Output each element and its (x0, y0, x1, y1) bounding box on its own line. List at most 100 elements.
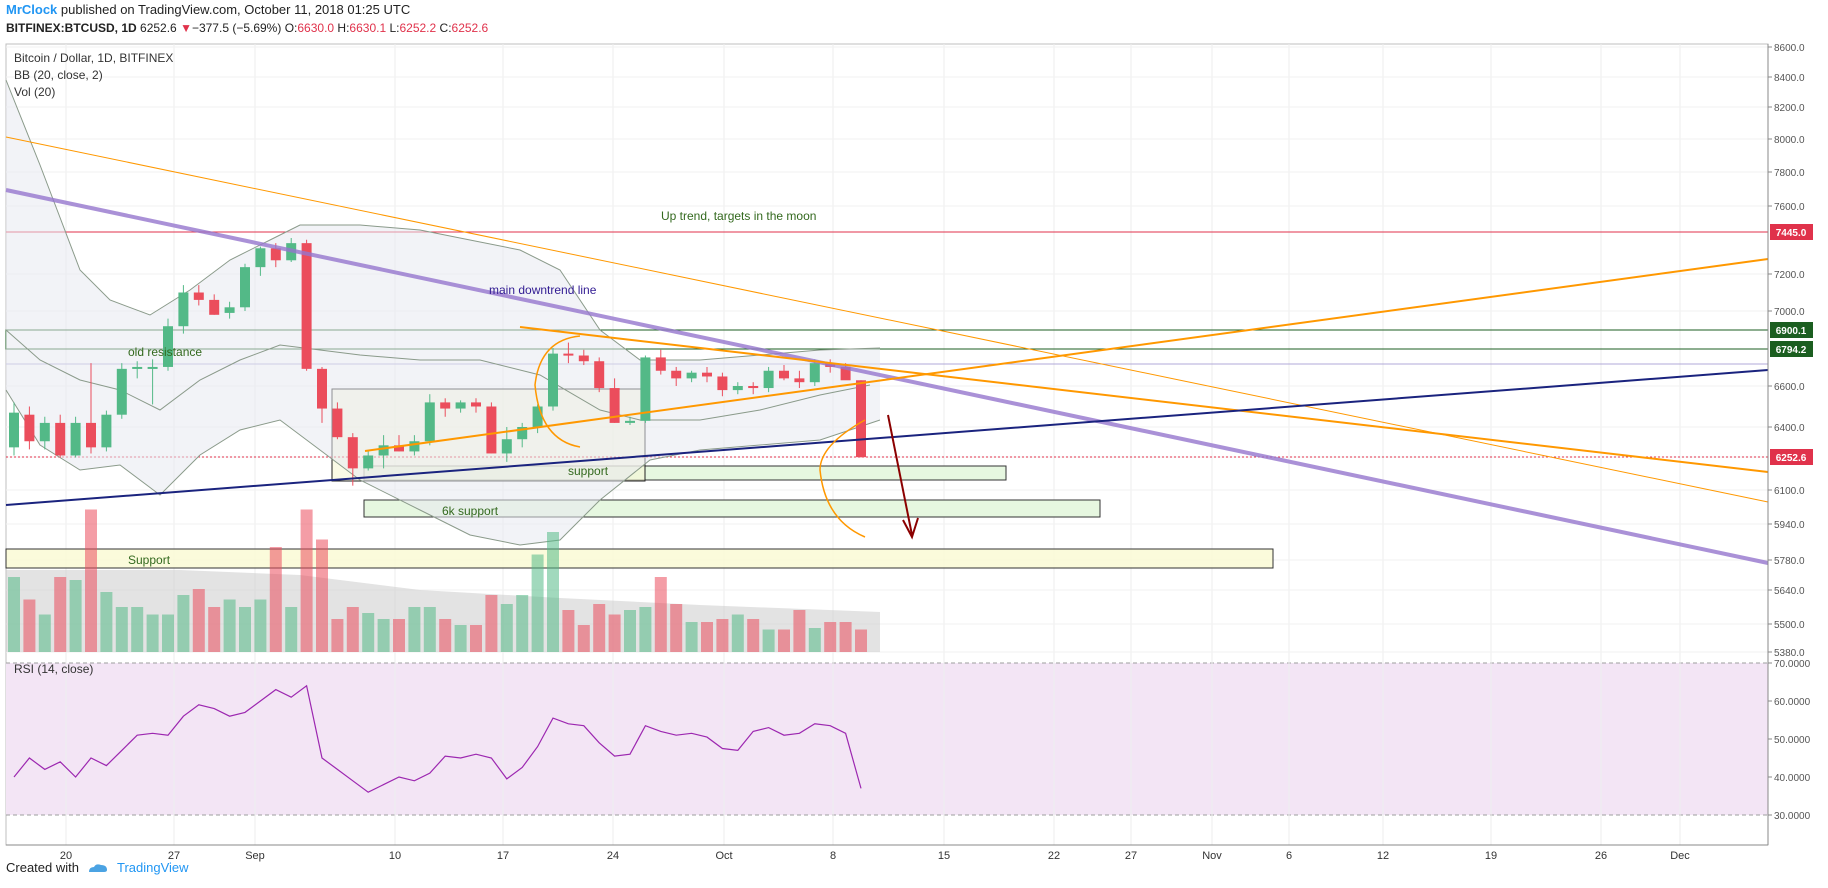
tradingview-cloud-icon (88, 863, 107, 872)
volume-bar (670, 604, 683, 652)
price-tick-label: 6600.0 (1774, 382, 1805, 393)
volume-bar (793, 610, 806, 652)
volume-bar (762, 629, 775, 652)
volume-bar (778, 629, 790, 652)
orange-arc-2 (819, 419, 866, 538)
volume-bar (146, 614, 159, 652)
price-tick-label: 7200.0 (1774, 270, 1805, 281)
annotation-downtrend[interactable]: main downtrend line (489, 283, 597, 297)
time-tick-label: 20 (60, 850, 72, 862)
volume-bar (377, 619, 390, 652)
candle-body (455, 402, 466, 409)
published-text: published on TradingView.com, October 11… (60, 2, 411, 17)
volume-bar (38, 614, 51, 652)
candle-body (471, 402, 481, 407)
candle-body (255, 248, 266, 268)
candle-body (163, 326, 173, 367)
candle-body (840, 366, 851, 381)
red-arrow-head (902, 517, 919, 540)
annotation-support-big[interactable]: Support (128, 553, 171, 567)
annotation-old-resistance[interactable]: old resistance (128, 345, 203, 359)
volume-bar (131, 607, 144, 652)
rsi-panel (13, 684, 862, 793)
volume-bar (285, 607, 298, 652)
price-tick-label: 7000.0 (1774, 307, 1805, 318)
rsi-tick-label: 70.0000 (1774, 659, 1811, 670)
candle-body (409, 441, 420, 452)
candle-body (39, 422, 50, 442)
price-label-badge (1770, 449, 1813, 465)
time-axis: 20 27 Sep 10 17 24 Oct 8 15 22 27 Nov 6 12 19 26 Dec (6, 844, 1768, 862)
legend-symbol[interactable]: Bitcoin / Dollar, 1D, BITFINEX (14, 51, 174, 65)
candle-body (856, 380, 866, 458)
candle-body (101, 414, 112, 448)
volume-bar (54, 577, 67, 652)
candle-body (301, 243, 312, 369)
volume-bar (362, 613, 375, 652)
candle-body (347, 437, 358, 469)
annotation-6k-support[interactable]: 6k support (442, 504, 499, 518)
price-tick-label: 6400.0 (1774, 423, 1805, 434)
time-tick-label: Nov (1202, 850, 1222, 862)
candle-body (717, 376, 728, 391)
time-tick-label: 17 (497, 850, 509, 862)
annotation-support[interactable]: support (568, 464, 609, 478)
candle-body (70, 422, 81, 456)
volume-bar (654, 577, 667, 652)
candle-body (363, 455, 374, 469)
high-label: H: (337, 21, 350, 35)
volume-bar (69, 580, 82, 652)
annotation-uptrend[interactable]: Up trend, targets in the moon (661, 209, 817, 223)
volume-bar (747, 619, 760, 652)
volume-bars (6, 509, 880, 652)
support-big-box (5, 548, 1274, 569)
red-arrow-shaft (887, 414, 913, 536)
candle-body (748, 386, 759, 389)
candle-body (609, 388, 620, 423)
volume-bar (639, 607, 652, 652)
rsi-legend[interactable]: RSI (14, close) (14, 662, 94, 676)
candle-body (24, 414, 35, 442)
tradingview-brand-link[interactable]: TradingView (116, 860, 189, 875)
low-label: L: (389, 21, 400, 35)
candle-body (147, 366, 158, 369)
candle-body (625, 420, 635, 423)
volume-bar (500, 604, 513, 652)
candle-body (671, 370, 682, 379)
high-value: 6630.1 (349, 21, 387, 35)
candle-body (424, 402, 435, 442)
chart-header: MrClock published on TradingView.com, Oc… (6, 0, 488, 40)
candle-body (240, 267, 250, 308)
navy-support-line (5, 369, 1769, 506)
price-tick-label: 7600.0 (1774, 202, 1805, 213)
author-link[interactable]: MrClock (6, 2, 58, 17)
created-with-text: Created with (6, 860, 79, 875)
time-tick-label: 10 (389, 850, 401, 862)
candle-body (9, 412, 19, 448)
price-tick-label: 6252.6 (1776, 453, 1807, 464)
price-label-badge (1770, 322, 1813, 338)
legend-vol[interactable]: Vol (20) (14, 85, 56, 99)
volume-bar (254, 599, 267, 652)
candle-body (779, 370, 789, 379)
price-tick-label: 5780.0 (1774, 556, 1805, 567)
price-tick-label: 8400.0 (1774, 73, 1805, 84)
volume-bar (577, 625, 590, 652)
legend-bb[interactable]: BB (20, close, 2) (14, 68, 103, 82)
price-tick-label: 8000.0 (1774, 135, 1805, 146)
volume-bar (824, 622, 837, 652)
volume-bar (516, 595, 529, 652)
volume-bar (192, 589, 205, 652)
candle-body (686, 372, 697, 379)
candle-body (532, 406, 543, 427)
volume-bar (855, 629, 867, 652)
price-tick-label: 7800.0 (1774, 168, 1805, 179)
price-tick-label: 5940.0 (1774, 520, 1805, 531)
ticker-label: BITFINEX:BTCUSD, 1D (6, 21, 137, 35)
price-tick-label: 7445.0 (1776, 228, 1807, 239)
candle-body (86, 422, 96, 448)
volume-bar (346, 607, 359, 652)
low-value: 6252.2 (399, 21, 437, 35)
volume-bar (8, 577, 20, 652)
